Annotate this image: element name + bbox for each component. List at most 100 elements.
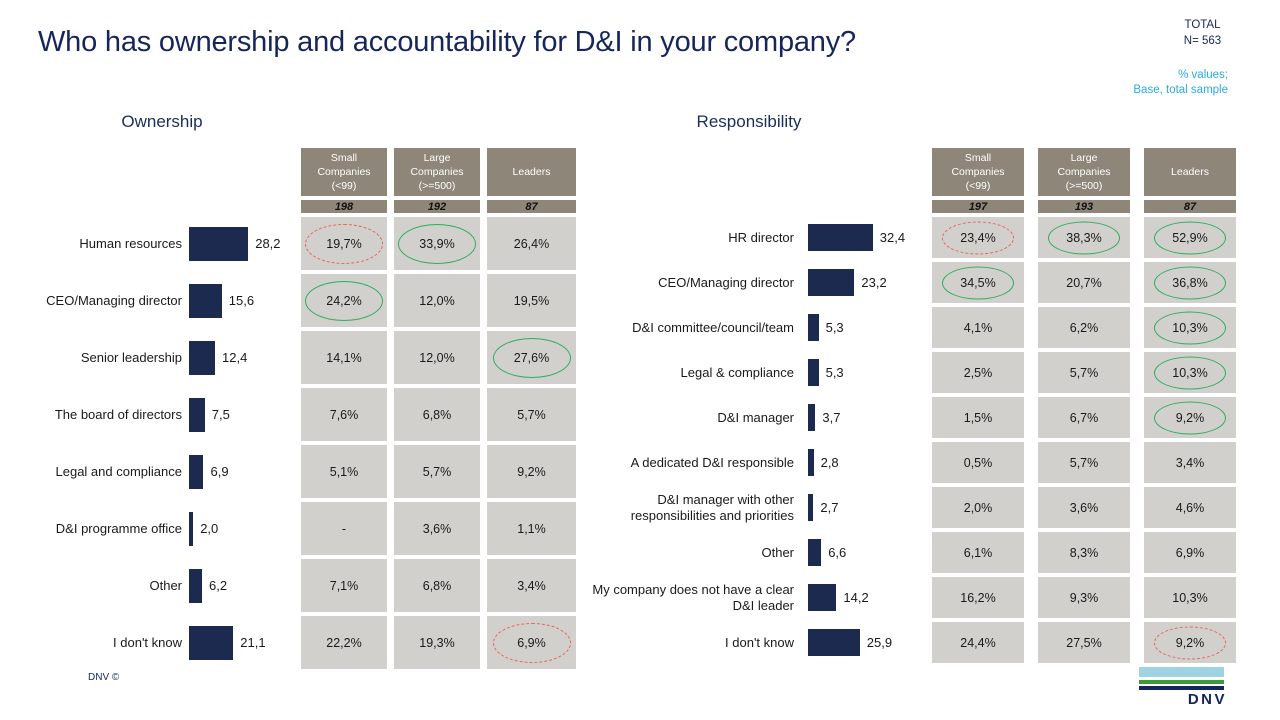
table-cell: 9,2% (1144, 622, 1236, 663)
copyright-text: DNV © (88, 672, 120, 683)
table-cell: 8,3% (1038, 532, 1130, 573)
bar-track: 2,7 (808, 487, 918, 528)
value-label: 25,9 (866, 635, 893, 650)
table-cell: 3,4% (1144, 442, 1236, 483)
table-cell: 1,1% (487, 502, 576, 555)
logo-bar-green (1139, 680, 1224, 684)
value-label: 2,8 (820, 455, 839, 470)
category-label: D&I committee/council/team (632, 319, 794, 335)
logo-bar-navy (1139, 686, 1224, 690)
bar (808, 449, 814, 476)
table-cell: 4,6% (1144, 487, 1236, 528)
responsibility-chart-title: Responsibility (696, 112, 802, 131)
column-header-large-companies: Large Companies (>=500) (1038, 148, 1130, 196)
category-label: Human resources (79, 235, 182, 251)
table-cell: 6,7% (1038, 397, 1130, 438)
ownership-chart-title: Ownership (121, 112, 203, 131)
value-label: 5,3 (825, 365, 844, 380)
bar (189, 340, 216, 375)
table-cell: 6,9% (1144, 532, 1236, 573)
spacer (590, 200, 794, 213)
bar-track: 15,6 (189, 274, 294, 327)
bar (808, 629, 860, 656)
note-line-1: % values; (1178, 69, 1228, 81)
table-cell: 10,3% (1144, 577, 1236, 618)
bar (808, 584, 837, 611)
table-cell: 23,4% (932, 217, 1024, 258)
page-title: Who has ownership and accountability for… (38, 26, 856, 58)
column-header-small-companies: Small Companies (<99) (301, 148, 387, 196)
category-label: CEO/Managing director (46, 292, 182, 308)
value-label: 28,2 (255, 236, 281, 251)
value-label: 3,7 (822, 410, 841, 425)
bar (808, 314, 819, 341)
bar (808, 269, 855, 296)
table-cell: 9,3% (1038, 577, 1130, 618)
category-label: Legal and compliance (55, 463, 182, 479)
category-label: A dedicated D&I responsible (630, 454, 794, 470)
column-header-leaders: Leaders (1144, 148, 1236, 196)
table-cell: 22,2% (301, 616, 387, 669)
total-n-value: N= 563 (1183, 34, 1222, 47)
value-label: 21,1 (240, 635, 266, 650)
category-label: Senior leadership (80, 349, 182, 365)
table-cell: - (301, 502, 387, 555)
table-cell: 6,8% (394, 388, 480, 441)
table-cell: 33,9% (394, 217, 480, 270)
table-cell: 5,7% (487, 388, 576, 441)
table-cell: 19,3% (394, 616, 480, 669)
bar (189, 568, 203, 603)
bar (189, 511, 194, 546)
value-label: 6,9 (210, 464, 229, 479)
ownership-panel: Small Companies (<99) Large Companies (>… (37, 148, 576, 669)
n-value: 197 (932, 200, 1024, 213)
spacer (189, 200, 294, 213)
category-label: D&I manager (717, 409, 794, 425)
table-cell: 0,5% (932, 442, 1024, 483)
table-cell: 12,0% (394, 331, 480, 384)
table-cell: 6,2% (1038, 307, 1130, 348)
table-cell: 5,7% (394, 445, 480, 498)
category-label: Legal & compliance (680, 364, 794, 380)
spacer (590, 148, 794, 196)
bar (808, 224, 873, 251)
bar (189, 625, 234, 660)
bar (808, 494, 814, 521)
bar (808, 539, 822, 566)
table-cell: 9,2% (487, 445, 576, 498)
bar-track: 6,6 (808, 532, 918, 573)
value-label: 7,5 (211, 407, 230, 422)
n-value: 198 (301, 200, 387, 213)
table-cell: 3,4% (487, 559, 576, 612)
n-value: 193 (1038, 200, 1130, 213)
value-label: 6,6 (828, 545, 847, 560)
bar-track: 25,9 (808, 622, 918, 663)
spacer (37, 148, 182, 196)
n-value: 192 (394, 200, 480, 213)
dnv-logo: DNV (1139, 667, 1227, 708)
bar-track: 28,2 (189, 217, 294, 270)
logo-bar-lightblue (1139, 667, 1224, 677)
table-cell: 27,5% (1038, 622, 1130, 663)
bar-track: 6,2 (189, 559, 294, 612)
table-cell: 5,7% (1038, 352, 1130, 393)
value-label: 6,2 (209, 578, 228, 593)
table-cell: 14,1% (301, 331, 387, 384)
value-label: 15,6 (228, 293, 255, 308)
total-label: TOTAL (1184, 19, 1221, 31)
table-cell: 9,2% (1144, 397, 1236, 438)
table-cell: 6,1% (932, 532, 1024, 573)
bar-track: 12,4 (189, 331, 294, 384)
category-label: I don't know (725, 634, 794, 650)
table-cell: 7,1% (301, 559, 387, 612)
bar (189, 283, 222, 318)
category-label: D&I programme office (55, 520, 182, 536)
category-label: The board of directors (54, 406, 182, 422)
column-header-large-companies: Large Companies (>=500) (394, 148, 480, 196)
column-header-leaders: Leaders (487, 148, 576, 196)
logo-wordmark: DNV (1187, 691, 1227, 708)
value-label: 2,7 (820, 500, 839, 515)
table-cell: 38,3% (1038, 217, 1130, 258)
value-label: 5,3 (825, 320, 844, 335)
